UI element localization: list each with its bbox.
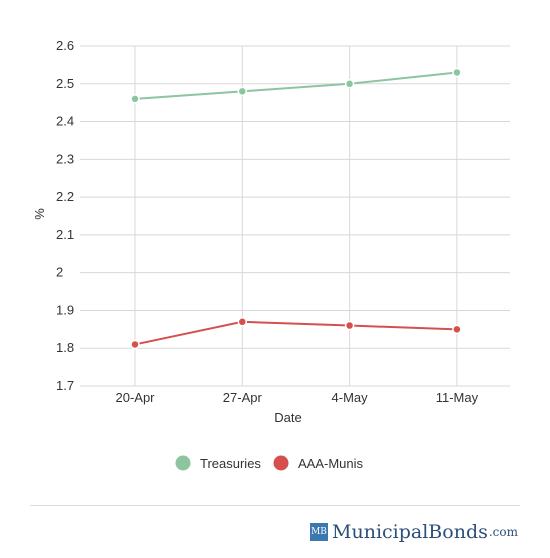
x-axis-title: Date	[274, 410, 301, 425]
x-tick-label: 4-May	[332, 390, 369, 405]
series-line	[134, 71, 458, 100]
y-tick-label: 1.8	[56, 340, 74, 355]
y-tick-label: 2.4	[56, 114, 74, 129]
data-point	[237, 86, 248, 97]
y-axis-title: %	[32, 208, 47, 220]
data-point	[452, 324, 462, 335]
y-tick-label: 2.6	[56, 38, 74, 53]
legend-swatch	[273, 455, 289, 471]
y-axis-ticks: 1.7 1.8 1.9 2 2.1 2.2 2.3 2.4 2.5 2.6	[56, 38, 74, 393]
logo-name: MunicipalBonds	[332, 521, 488, 543]
x-tick-label: 20-Apr	[115, 390, 155, 405]
series-treasuries	[130, 67, 462, 104]
grid-lines	[80, 45, 510, 387]
line-chart: 1.7 1.8 1.9 2 2.1 2.2 2.3 2.4 2.5 2.6 20-Apr 27-Ap…	[32, 38, 510, 471]
legend: Treasuries AAA-Munis	[175, 455, 364, 471]
data-point	[237, 317, 248, 327]
logo-tld: .com	[488, 525, 518, 539]
x-tick-label: 11-May	[436, 390, 479, 405]
series-lines	[130, 67, 462, 350]
data-point	[344, 320, 355, 331]
municipalbonds-logo: MB MunicipalBonds .com	[310, 521, 518, 543]
y-tick-label: 2.3	[56, 151, 74, 166]
x-axis-ticks: 20-Apr 27-Apr 4-May 11-May	[115, 390, 478, 405]
y-tick-label: 1.9	[56, 302, 74, 317]
x-tick-label: 27-Apr	[223, 390, 263, 405]
series-aaa-munis	[130, 317, 462, 350]
legend-swatch	[175, 455, 191, 471]
data-point	[452, 67, 462, 78]
data-point	[130, 94, 140, 104]
y-tick-label: 2.2	[56, 189, 74, 204]
logo-badge: MB	[310, 523, 329, 541]
legend-label: Treasuries	[200, 456, 261, 471]
series-line	[134, 320, 457, 346]
y-tick-label: 2.5	[56, 76, 74, 91]
data-point	[130, 339, 140, 350]
y-tick-label: 2	[56, 265, 63, 280]
y-tick-label: 1.7	[56, 378, 74, 393]
legend-label: AAA-Munis	[298, 456, 364, 471]
data-point	[344, 79, 355, 89]
footer-divider	[30, 505, 520, 506]
y-tick-label: 2.1	[56, 227, 74, 242]
